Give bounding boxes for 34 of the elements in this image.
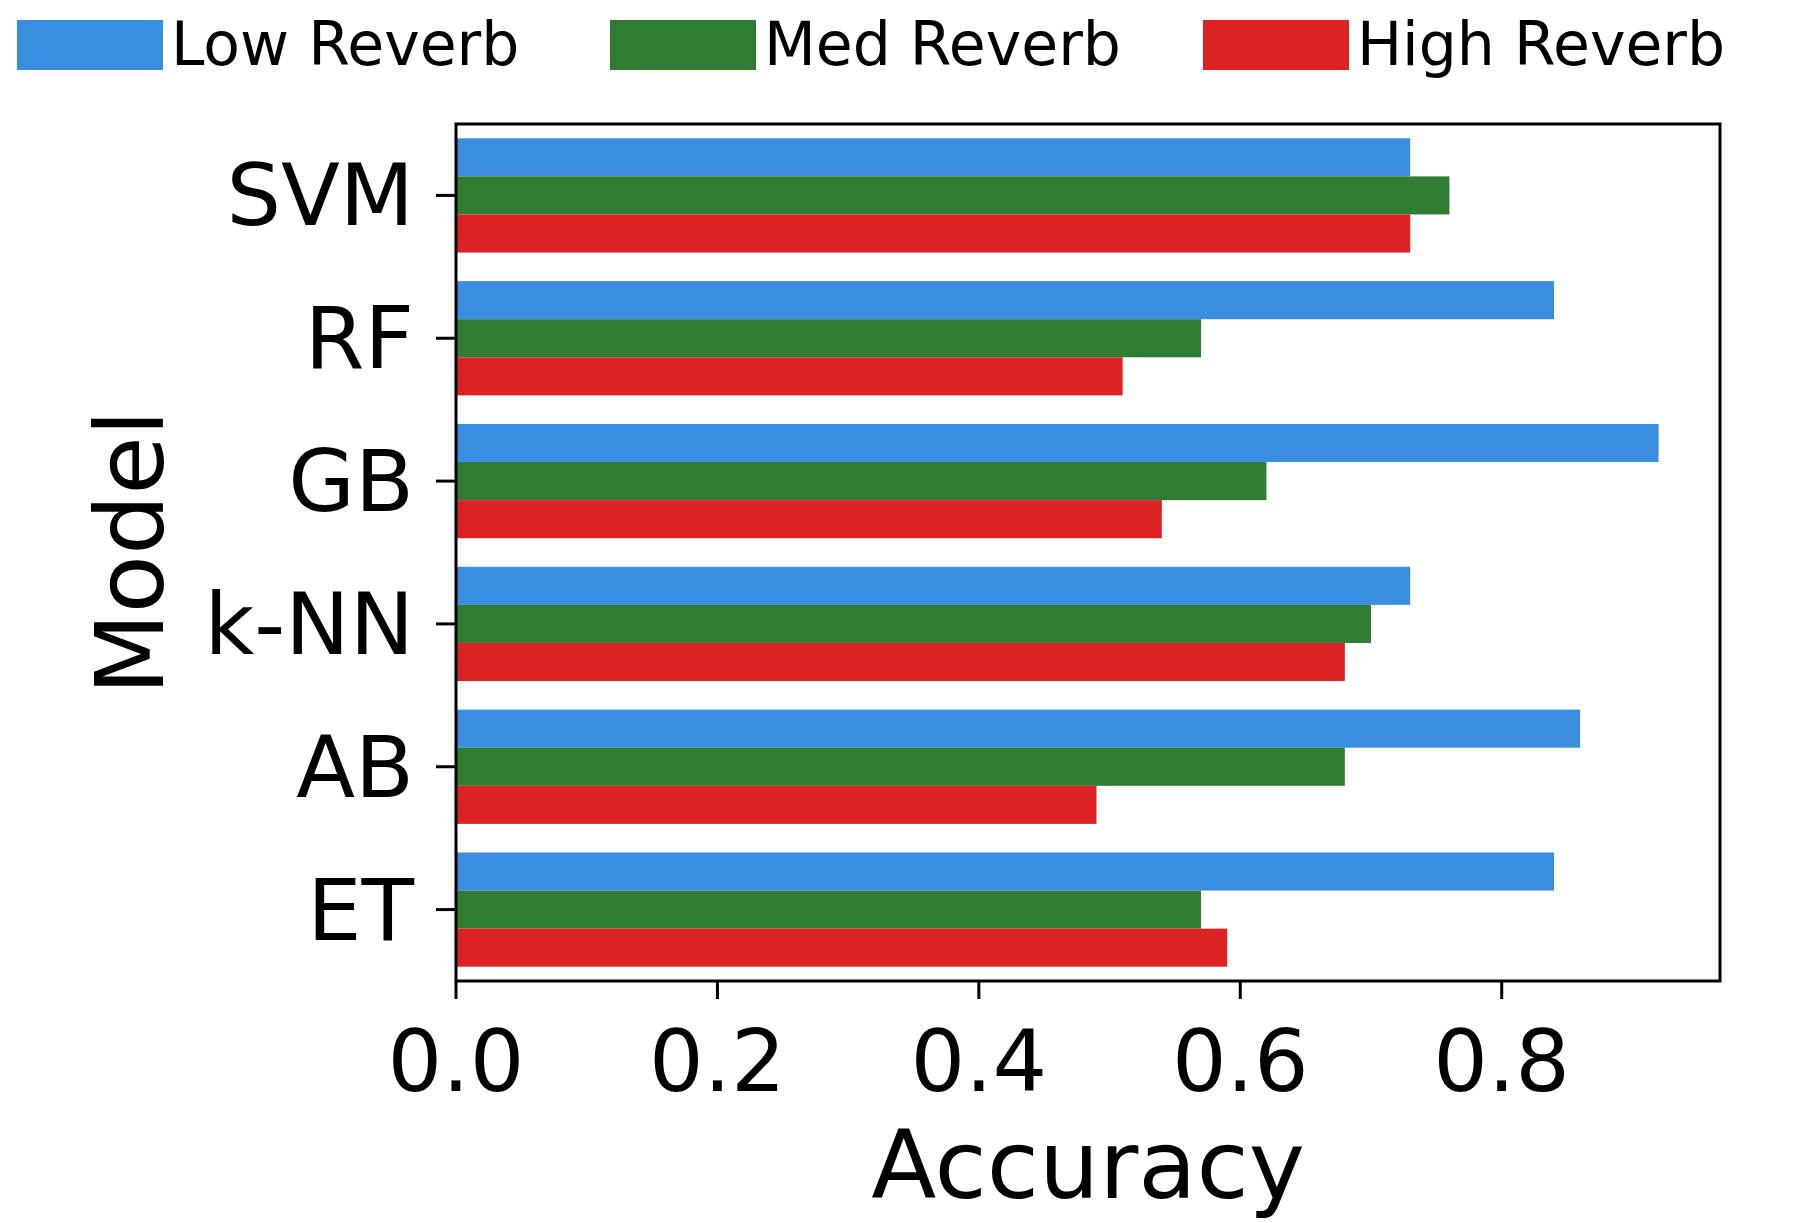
bar bbox=[456, 709, 1581, 748]
legend-label: Med Reverb bbox=[764, 9, 1121, 79]
x-tick-label: 0.6 bbox=[1171, 1011, 1309, 1111]
bar bbox=[456, 928, 1228, 967]
y-tick-label: AB bbox=[296, 716, 414, 817]
y-tick-label: RF bbox=[304, 288, 414, 389]
bar bbox=[456, 642, 1345, 682]
bar bbox=[456, 462, 1267, 501]
legend-label: High Reverb bbox=[1357, 9, 1726, 79]
legend-label: Low Reverb bbox=[171, 9, 520, 79]
x-tick-label: 0.4 bbox=[910, 1011, 1048, 1111]
bar bbox=[456, 357, 1123, 396]
bar bbox=[456, 423, 1659, 463]
bar bbox=[456, 281, 1554, 320]
bar bbox=[456, 319, 1202, 358]
bar bbox=[456, 604, 1371, 643]
x-tick-label: 0.8 bbox=[1433, 1011, 1571, 1111]
y-axis-title: Model bbox=[75, 409, 185, 696]
bar bbox=[456, 566, 1411, 605]
x-tick-label: 0.2 bbox=[649, 1011, 786, 1111]
y-tick-label: SVM bbox=[226, 145, 414, 246]
x-axis-title: Accuracy bbox=[871, 1110, 1305, 1220]
bar bbox=[456, 176, 1450, 215]
bar bbox=[456, 138, 1411, 177]
bar bbox=[456, 500, 1162, 539]
bar bbox=[456, 852, 1554, 891]
bar bbox=[456, 785, 1097, 824]
bar bbox=[456, 214, 1411, 253]
bar bbox=[456, 747, 1345, 786]
bar bbox=[456, 890, 1202, 929]
y-tick-label: GB bbox=[288, 431, 414, 532]
x-tick-label: 0.0 bbox=[387, 1011, 525, 1111]
y-tick-label: k-NN bbox=[204, 573, 414, 674]
y-tick-label: ET bbox=[307, 859, 415, 960]
